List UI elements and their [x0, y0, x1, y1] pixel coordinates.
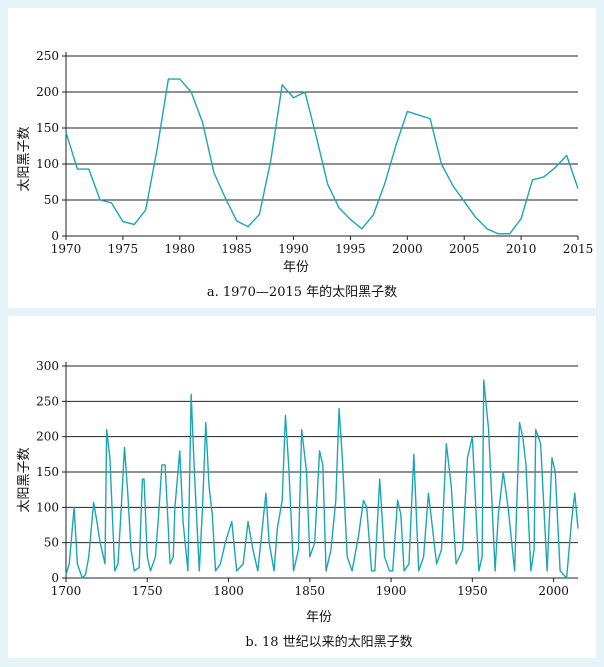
chart-a-xtick-label: 2015 — [563, 242, 594, 256]
chart-b-caption: b. 18 世纪以来的太阳黑子数 — [245, 634, 412, 650]
chart-a-xtick-label: 1990 — [278, 242, 309, 256]
chart-b-xtick-label: 1950 — [457, 584, 488, 598]
chart-b-xtick-label: 1700 — [51, 584, 82, 598]
chart-b-ytick-label: 300 — [36, 359, 59, 373]
chart-b-xtick-label: 1750 — [132, 584, 163, 598]
chart-b-panel: 1700 1750 1800 1850 1900 1950 2000 0 50 100 150 20… — [8, 316, 596, 658]
chart-b-ytick-label: 200 — [36, 430, 59, 444]
chart-b-ytick-label: 50 — [44, 536, 59, 550]
chart-b-ytick-label: 0 — [51, 571, 59, 585]
chart-a-ytick-label: 250 — [36, 49, 59, 63]
chart-b-ylabel: 太阳黑子数 — [17, 447, 32, 512]
chart-a-ytick-label: 50 — [44, 193, 59, 207]
chart-a-xtick-label: 2000 — [392, 242, 423, 256]
chart-a-xtick-label: 1970 — [51, 242, 82, 256]
chart-a-xtick-label: 1975 — [108, 242, 139, 256]
chart-b-ytick-label: 250 — [36, 394, 59, 408]
chart-a-xtick-label: 2005 — [449, 242, 480, 256]
chart-a-caption: a. 1970—2015 年的太阳黑子数 — [207, 284, 397, 300]
chart-a-xtick-label: 1995 — [335, 242, 366, 256]
chart-a-xtick-label: 1985 — [221, 242, 252, 256]
chart-b-xtick-label: 1800 — [213, 584, 244, 598]
chart-b-series-line — [65, 379, 579, 579]
chart-a-ytick-label: 200 — [36, 85, 59, 99]
chart-a-xlabel: 年份 — [283, 260, 309, 275]
chart-a-panel: 1970 1975 1980 1985 1990 1995 2000 2005 2010 2015… — [8, 8, 596, 308]
chart-a-xtick-label: 2010 — [506, 242, 537, 256]
chart-a: 1970 1975 1980 1985 1990 1995 2000 2005 2010 2015… — [17, 49, 594, 300]
chart-b-ytick-label: 100 — [36, 500, 59, 514]
chart-a-ytick-label: 150 — [36, 121, 59, 135]
chart-b-ytick-label: 150 — [36, 465, 59, 479]
chart-a-series-line — [65, 78, 579, 235]
chart-b-xtick-label: 1900 — [376, 584, 407, 598]
chart-b-xlabel: 年份 — [306, 610, 332, 625]
chart-b-xtick-label: 2000 — [538, 584, 569, 598]
chart-a-ytick-label: 100 — [36, 157, 59, 171]
chart-b: 1700 1750 1800 1850 1900 1950 2000 0 50 100 150 20… — [17, 359, 579, 650]
chart-b-xtick-label: 1850 — [295, 584, 326, 598]
chart-a-ytick-label: 0 — [51, 229, 59, 243]
chart-a-ylabel: 太阳黑子数 — [17, 126, 32, 191]
chart-a-xtick-label: 1980 — [165, 242, 196, 256]
